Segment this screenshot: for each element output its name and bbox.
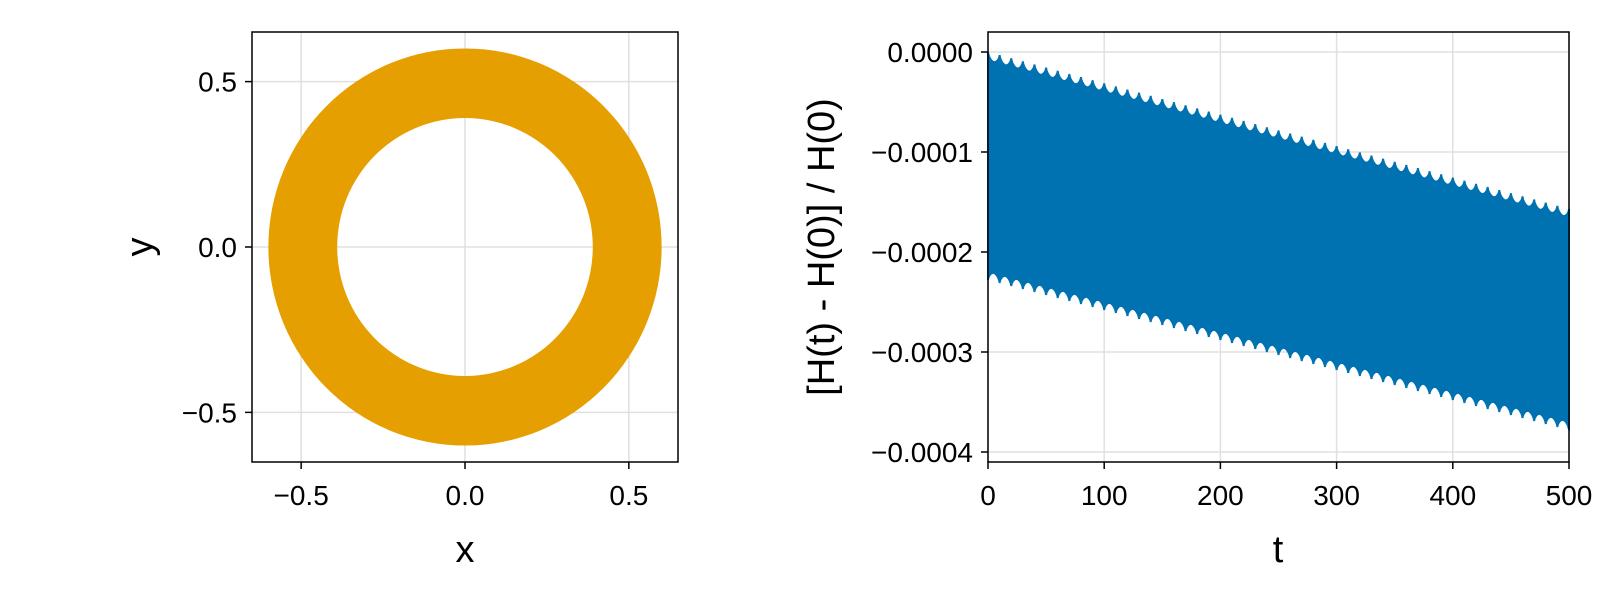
y-tick-label: 0.0 <box>198 232 237 263</box>
x-tick-label: −0.5 <box>274 480 329 511</box>
energy-ticks: 0 100 200 300 400 500 0.0000 −0.0001 −0.0002 −0.0… <box>871 37 1592 511</box>
orbit-ticks: −0.5 0.0 0.5 −0.5 0.0 0.5 <box>182 67 649 511</box>
x-tick-label: 400 <box>1429 480 1476 511</box>
energy-axes-frame <box>987 31 1570 463</box>
orbit-x-axis-label: x <box>456 529 475 571</box>
energy-error-series <box>987 51 1570 431</box>
y-tick-label: 0.0000 <box>887 37 973 68</box>
x-tick-label: 100 <box>1081 480 1128 511</box>
energy-x-axis-label: t <box>1273 529 1284 571</box>
y-tick-label: −0.0001 <box>871 137 973 168</box>
orbit-marks <box>268 48 662 446</box>
x-tick-label: 200 <box>1197 480 1244 511</box>
orbit-y-axis-label: y <box>119 238 161 257</box>
orbit-panel: −0.5 0.0 0.5 −0.5 0.0 0.5 x y <box>119 31 679 571</box>
x-tick-label: 0.0 <box>446 480 485 511</box>
energy-marks <box>987 51 1570 431</box>
y-tick-label: −0.0004 <box>871 437 973 468</box>
x-tick-label: 0 <box>980 480 996 511</box>
x-tick-label: 300 <box>1313 480 1360 511</box>
y-tick-label: −0.0002 <box>871 237 973 268</box>
orbit-annulus <box>268 48 662 446</box>
x-tick-label: 500 <box>1546 480 1593 511</box>
y-tick-label: −0.5 <box>182 397 237 428</box>
energy-y-axis-label: [H(t) - H(0)] / H(0) <box>801 98 843 396</box>
y-tick-label: 0.5 <box>198 67 237 98</box>
y-tick-label: −0.0003 <box>871 337 973 368</box>
energy-error-panel: 0 100 200 300 400 500 0.0000 −0.0001 −0.0002 −0.0… <box>801 31 1592 571</box>
x-tick-label: 0.5 <box>609 480 648 511</box>
